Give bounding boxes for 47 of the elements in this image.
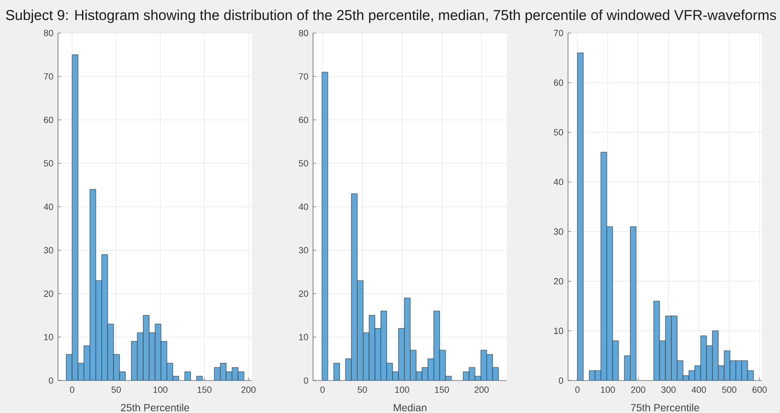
x-axis-title: 75th Percentile xyxy=(630,404,700,412)
y-tick-label: 60 xyxy=(298,116,308,124)
y-tick-label: 80 xyxy=(298,30,308,36)
y-tick-label: 30 xyxy=(554,228,564,235)
y-tick-label: 0 xyxy=(558,377,564,384)
x-axis-title: Median xyxy=(394,404,426,412)
y-tick-label: 50 xyxy=(554,129,564,136)
x-tick-label: 400 xyxy=(692,386,706,393)
x-tick-label: 600 xyxy=(752,386,767,393)
y-tick-label: 30 xyxy=(298,247,308,254)
x-tick-label: 0 xyxy=(70,386,74,393)
text: Subject 9: Histogram showing the distribution of the 25th percentile, median, 75th percentile of windowed VFR-waveforms xyxy=(6,10,776,23)
x-tick-label: 150 xyxy=(198,386,212,393)
y-tick-label: 20 xyxy=(298,290,308,297)
y-tick-label: 20 xyxy=(44,290,54,297)
y-tick-label: 40 xyxy=(44,204,54,210)
x-tick-label: 100 xyxy=(395,386,410,393)
y-tick-label: 0 xyxy=(48,377,54,384)
y-tick-label: 70 xyxy=(44,73,54,80)
y-tick-label: 40 xyxy=(298,204,308,210)
x-tick-label: 100 xyxy=(600,386,615,393)
y-tick-label: 60 xyxy=(554,79,564,86)
x-tick-label: 150 xyxy=(435,386,449,393)
x-axis-title: 25th Percentile xyxy=(120,404,190,412)
x-tick-label: 50 xyxy=(112,386,121,393)
y-tick-label: 40 xyxy=(554,178,564,186)
y-tick-label: 50 xyxy=(44,160,54,166)
y-tick-label: 50 xyxy=(298,160,308,166)
y-tick-label: 10 xyxy=(44,334,54,340)
y-tick-label: 30 xyxy=(44,247,54,254)
x-tick-label: 50 xyxy=(358,386,367,393)
x-tick-label: 100 xyxy=(154,386,168,393)
y-tick-label: 80 xyxy=(44,30,54,36)
x-tick-label: 200 xyxy=(631,386,646,393)
x-tick-label: 200 xyxy=(241,386,256,393)
x-tick-label: 200 xyxy=(474,386,489,393)
y-tick-label: 10 xyxy=(554,328,564,334)
x-tick-label: 0 xyxy=(320,386,325,393)
x-tick-label: 300 xyxy=(661,386,676,393)
x-tick-label: 0 xyxy=(575,386,580,393)
x-tick-label: 500 xyxy=(722,386,736,393)
y-tick-label: 0 xyxy=(304,377,308,384)
y-tick-label: 70 xyxy=(554,30,564,36)
y-tick-label: 60 xyxy=(44,116,54,124)
y-tick-label: 20 xyxy=(554,278,564,284)
y-tick-label: 70 xyxy=(298,73,308,80)
y-tick-label: 10 xyxy=(299,334,308,340)
